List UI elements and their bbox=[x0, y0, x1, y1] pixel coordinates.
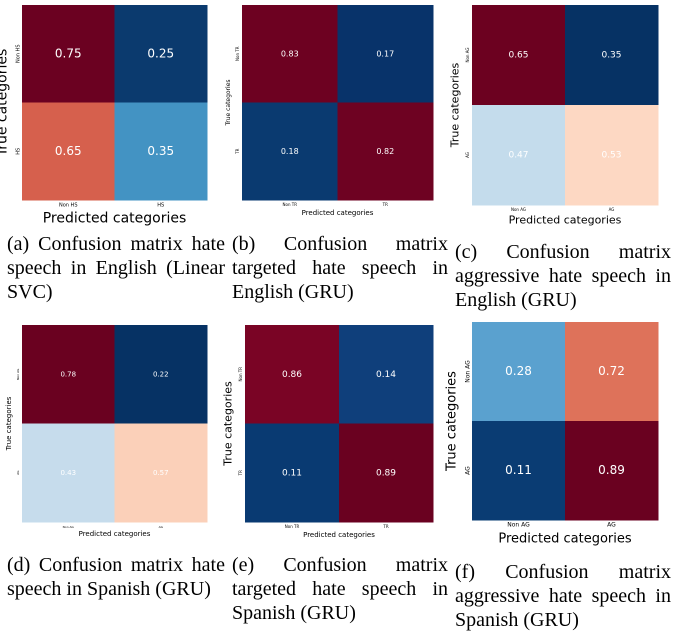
x-tick-label: Non AG bbox=[507, 522, 530, 529]
heatmap-cell bbox=[337, 102, 434, 201]
x-tick-label: TR bbox=[382, 524, 388, 529]
y-tick-label: Non TR bbox=[238, 367, 243, 382]
caption: (b) Confusion matrix targeted hate speec… bbox=[232, 233, 448, 303]
caption: (c) Confusion matrix aggressive hate spe… bbox=[455, 241, 671, 311]
y-axis-label: True categories bbox=[225, 79, 232, 126]
heatmap-cell bbox=[245, 325, 340, 424]
heatmap-cell bbox=[22, 102, 115, 201]
cell-value-label: 0.14 bbox=[376, 370, 396, 380]
x-tick-label: Non HS bbox=[59, 203, 78, 209]
y-tick-label: Non AG bbox=[16, 368, 20, 380]
x-tick-label: AG bbox=[609, 207, 615, 212]
y-tick-label: TR bbox=[238, 470, 243, 476]
x-axis-label: Predicted categories bbox=[302, 209, 374, 217]
heatmap-cell bbox=[339, 325, 434, 424]
y-tick-label: AG bbox=[465, 466, 472, 475]
y-axis-label: True categories bbox=[448, 62, 461, 148]
x-tick-label: HS bbox=[157, 203, 164, 209]
y-tick-label: HS bbox=[16, 148, 22, 155]
caption: (a) Confusion matrix hate speech in Engl… bbox=[7, 233, 225, 303]
heatmap-cell bbox=[242, 102, 338, 201]
cell-value-label: 0.57 bbox=[153, 469, 169, 477]
cell-value-label: 0.47 bbox=[508, 151, 528, 161]
heatmap-cell bbox=[472, 322, 566, 422]
caption: (e) Confusion matrix targeted hate speec… bbox=[232, 554, 448, 624]
heatmap-cell bbox=[565, 105, 659, 206]
heatmap-cell bbox=[22, 5, 115, 103]
cell-value-label: 0.78 bbox=[60, 370, 76, 378]
caption: (f) Confusion matrix aggressive hate spe… bbox=[455, 561, 671, 631]
y-axis-label: True categories bbox=[0, 49, 11, 158]
cell-value-label: 0.86 bbox=[282, 370, 302, 380]
y-tick-label: Non TR bbox=[235, 46, 240, 61]
cell-value-label: 0.89 bbox=[598, 463, 625, 477]
cell-value-label: 0.17 bbox=[376, 49, 394, 58]
cell-value-label: 0.83 bbox=[281, 49, 299, 58]
heatmap-cell bbox=[565, 421, 659, 521]
cell-value-label: 0.89 bbox=[376, 468, 396, 478]
x-tick-label: Non TR bbox=[285, 524, 300, 529]
cell-value-label: 0.11 bbox=[505, 463, 532, 477]
x-axis-label: Predicted categories bbox=[79, 530, 151, 538]
heatmap-cell bbox=[22, 423, 115, 523]
heatmap-cell bbox=[472, 5, 566, 106]
heatmap-cell bbox=[114, 102, 208, 201]
heatmap-cell bbox=[114, 325, 208, 424]
y-axis-label: True categories bbox=[445, 371, 460, 472]
cell-value-label: 0.82 bbox=[376, 147, 394, 156]
heatmap-cell bbox=[242, 5, 338, 103]
y-tick-label: Non AG bbox=[465, 47, 470, 62]
x-axis-label: Predicted categories bbox=[509, 214, 622, 227]
heatmap-cell bbox=[339, 423, 434, 523]
x-axis-label: Predicted categories bbox=[498, 531, 632, 546]
heatmap-cell bbox=[472, 105, 566, 206]
cell-value-label: 0.35 bbox=[601, 51, 621, 61]
x-tick-label: Non AG bbox=[63, 525, 75, 529]
heatmap-cell bbox=[114, 5, 208, 103]
y-tick-label: Non HS bbox=[16, 45, 22, 64]
cell-value-label: 0.35 bbox=[147, 144, 174, 158]
y-axis-label: True categories bbox=[5, 396, 13, 451]
x-axis-label: Predicted categories bbox=[303, 531, 375, 539]
y-tick-label: AG bbox=[465, 152, 470, 158]
cell-value-label: 0.53 bbox=[601, 151, 621, 161]
heatmap-cell bbox=[565, 5, 659, 106]
caption: (d) Confusion matrix hate speech in Span… bbox=[7, 554, 225, 600]
x-tick-label: Non AG bbox=[511, 207, 526, 212]
cell-value-label: 0.18 bbox=[281, 147, 299, 156]
cell-value-label: 0.25 bbox=[147, 46, 174, 60]
cell-value-label: 0.11 bbox=[282, 468, 302, 478]
cell-value-label: 0.65 bbox=[508, 51, 528, 61]
heatmap-cell bbox=[472, 421, 566, 521]
heatmap-cell bbox=[114, 423, 208, 523]
heatmap-cell bbox=[565, 322, 659, 422]
x-axis-label: Predicted categories bbox=[43, 210, 187, 226]
heatmap-cell bbox=[337, 5, 434, 103]
heatmap-cell bbox=[245, 423, 340, 523]
y-axis-label: True categories bbox=[221, 381, 234, 467]
cell-value-label: 0.72 bbox=[598, 364, 625, 378]
cell-value-label: 0.43 bbox=[60, 469, 76, 477]
heatmap-cell bbox=[22, 325, 115, 424]
cell-value-label: 0.22 bbox=[153, 370, 169, 378]
cell-value-label: 0.28 bbox=[505, 364, 532, 378]
x-tick-label: Non TR bbox=[283, 202, 298, 207]
cell-value-label: 0.65 bbox=[55, 144, 82, 158]
y-tick-label: TR bbox=[235, 148, 240, 154]
x-tick-label: AG bbox=[607, 522, 616, 529]
y-tick-label: Non AG bbox=[465, 360, 472, 383]
x-tick-label: TR bbox=[382, 202, 388, 207]
cell-value-label: 0.75 bbox=[55, 46, 82, 60]
x-tick-label: AG bbox=[159, 525, 164, 529]
y-tick-label: AG bbox=[16, 470, 20, 475]
